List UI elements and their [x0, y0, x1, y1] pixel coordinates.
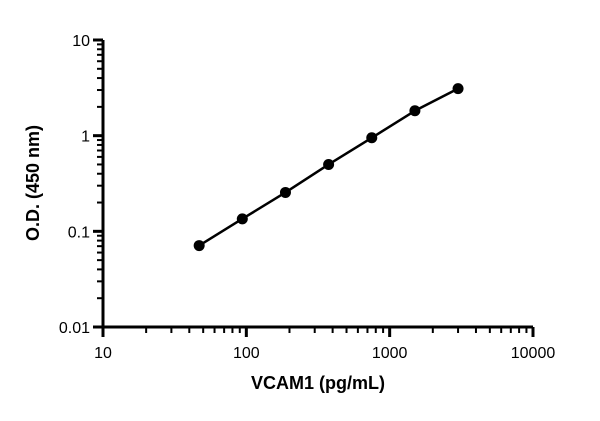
series-line-segment [198, 217, 243, 247]
data-point [193, 240, 205, 252]
y-tick-label: 0.1 [68, 224, 90, 241]
y-tick-label: 1 [81, 129, 90, 146]
series-line-segment [327, 136, 373, 166]
series-line-segment [371, 109, 416, 139]
x-tick-label: 10000 [511, 345, 556, 362]
y-tick-label: 0.01 [59, 320, 90, 337]
data-point [236, 213, 248, 225]
x-tick-label: 10 [94, 345, 112, 362]
series-line-segment [241, 191, 287, 220]
data-point [452, 83, 464, 95]
x-tick-label: 100 [233, 345, 260, 362]
axes: 10 100 1000 10000 0.01 0.1 1 10 [59, 33, 555, 362]
series-line-segment [414, 87, 459, 112]
x-axis-label: VCAM1 (pg/mL) [251, 373, 385, 393]
data-point [279, 186, 291, 198]
series-line-segment [284, 163, 330, 194]
x-tick-label: 1000 [372, 345, 408, 362]
data-point [323, 158, 335, 170]
y-tick-label: 10 [72, 33, 90, 50]
data-point [409, 105, 421, 117]
plot-area [193, 83, 464, 252]
data-point [366, 132, 378, 144]
y-axis-label: O.D. (450 nm) [23, 125, 43, 241]
